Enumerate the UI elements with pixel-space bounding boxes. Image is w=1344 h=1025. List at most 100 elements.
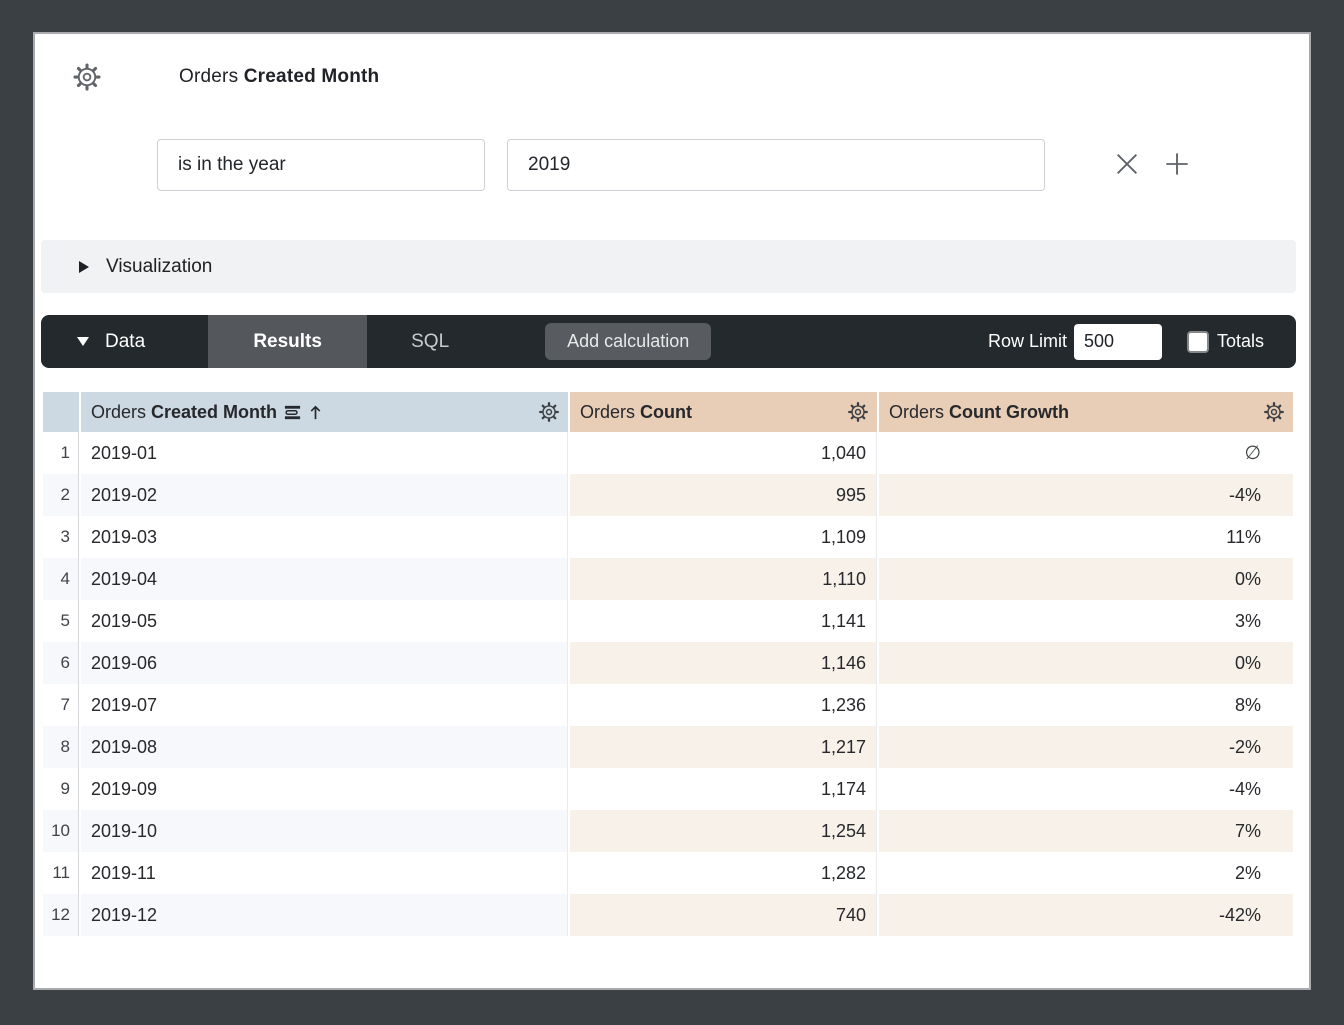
totals-checkbox[interactable] [1186,330,1209,353]
row-limit-label: Row Limit [987,331,1067,351]
tab-sql[interactable]: SQL [411,330,450,352]
table-row: 8 2019-08 1,217 -2% [43,726,1293,768]
column-header-bold: Created Month [151,401,278,422]
filter-value-input[interactable]: 2019 [507,139,1045,191]
row-number-cell: 4 [43,558,79,600]
month-cell[interactable]: 2019-05 [81,600,568,642]
growth-cell[interactable]: 7% [879,810,1293,852]
row-number-cell: 12 [43,894,79,936]
null-value: ∅ [1244,442,1261,464]
page-title-bold: Created Month [243,66,380,87]
row-limit-input[interactable] [1073,323,1162,360]
data-section-label[interactable]: Data [105,330,146,352]
count-cell[interactable]: 1,146 [570,642,877,684]
list-icon [284,405,301,419]
column-header-count[interactable]: Orders Count [570,392,877,432]
add-calculation-button[interactable]: Add calculation [545,323,712,360]
growth-cell[interactable]: -4% [879,474,1293,516]
column-header-prefix: Orders [91,401,147,422]
table-row: 2 2019-02 995 -4% [43,474,1293,516]
growth-cell[interactable]: ∅ [879,432,1293,474]
page-title: Orders Created Month [179,66,379,88]
row-number-cell: 5 [43,600,79,642]
filter-value-text: 2019 [528,154,571,175]
filter-condition-select[interactable]: is in the year [157,139,485,191]
row-number-header [43,392,79,432]
month-cell[interactable]: 2019-04 [81,558,568,600]
column-header-bold: Count [640,401,693,422]
month-cell[interactable]: 2019-02 [81,474,568,516]
collapse-arrow-icon[interactable] [77,337,89,346]
month-cell[interactable]: 2019-08 [81,726,568,768]
totals-label: Totals [1216,331,1264,351]
row-number-cell: 1 [43,432,79,474]
gear-icon[interactable] [1263,401,1285,423]
page-title-prefix: Orders [179,66,239,87]
row-number-cell: 6 [43,642,79,684]
row-number-cell: 2 [43,474,79,516]
row-number-cell: 8 [43,726,79,768]
visualization-section-header[interactable]: Visualization [41,240,1296,293]
row-number-cell: 3 [43,516,79,558]
count-cell[interactable]: 1,141 [570,600,877,642]
month-cell[interactable]: 2019-06 [81,642,568,684]
count-cell[interactable]: 995 [570,474,877,516]
count-cell[interactable]: 1,217 [570,726,877,768]
table-row: 5 2019-05 1,141 3% [43,600,1293,642]
plus-icon [1166,153,1188,175]
column-header-bold: Count Growth [949,401,1070,422]
close-icon [1117,154,1137,174]
count-cell[interactable]: 1,282 [570,852,877,894]
month-cell[interactable]: 2019-10 [81,810,568,852]
month-cell[interactable]: 2019-07 [81,684,568,726]
growth-cell[interactable]: 2% [1234,862,1261,883]
row-number-cell: 10 [43,810,79,852]
growth-cell[interactable]: 0% [879,558,1293,600]
sort-ascending-icon [310,405,321,419]
expand-arrow-icon [79,260,89,273]
growth-cell[interactable]: 3% [1234,610,1261,631]
explore-panel: Orders Created Month is in the year 2019… [33,32,1311,990]
row-number-cell: 11 [43,852,79,894]
growth-cell[interactable]: -4% [1228,778,1261,799]
results-table: Orders Created Month [41,392,1295,936]
data-section-bar: Data Results SQL Add calculation Row Lim… [41,315,1296,368]
visualization-label: Visualization [106,255,213,277]
column-header-created-month[interactable]: Orders Created Month [81,392,568,432]
gear-icon[interactable] [847,401,869,423]
growth-cell[interactable]: 0% [879,642,1293,684]
tab-results[interactable]: Results [208,315,368,368]
column-header-count-growth[interactable]: Orders Count Growth [879,392,1293,432]
add-filter-button[interactable] [1160,147,1194,181]
growth-cell[interactable]: -2% [879,726,1293,768]
table-row: 3 2019-03 1,109 11% [43,516,1293,558]
month-cell[interactable]: 2019-11 [81,852,568,894]
table-row: 9 2019-09 1,174 -4% [43,768,1293,810]
column-header-prefix: Orders [580,401,636,422]
count-cell[interactable]: 1,236 [570,684,877,726]
remove-filter-button[interactable] [1110,147,1144,181]
filter-condition-label: is in the year [178,154,286,175]
table-row: 1 2019-01 1,040 ∅ [43,432,1293,474]
month-cell[interactable]: 2019-09 [81,768,568,810]
gear-icon[interactable] [72,62,102,92]
count-cell[interactable]: 1,254 [570,810,877,852]
growth-cell[interactable]: 8% [1234,694,1261,715]
table-row: 6 2019-06 1,146 0% [43,642,1293,684]
title-row: Orders Created Month [72,62,379,92]
table-row: 12 2019-12 740 -42% [43,894,1293,936]
month-cell[interactable]: 2019-12 [81,894,568,936]
table-row: 4 2019-04 1,110 0% [43,558,1293,600]
count-cell[interactable]: 1,174 [570,768,877,810]
month-cell[interactable]: 2019-03 [81,516,568,558]
count-cell[interactable]: 740 [570,894,877,936]
growth-cell[interactable]: -42% [879,894,1293,936]
row-number-cell: 7 [43,684,79,726]
gear-icon[interactable] [538,401,560,423]
month-cell[interactable]: 2019-01 [81,432,568,474]
count-cell[interactable]: 1,109 [570,516,877,558]
table-header-row: Orders Created Month [43,392,1293,432]
count-cell[interactable]: 1,040 [570,432,877,474]
count-cell[interactable]: 1,110 [570,558,877,600]
growth-cell[interactable]: 11% [1226,526,1261,547]
